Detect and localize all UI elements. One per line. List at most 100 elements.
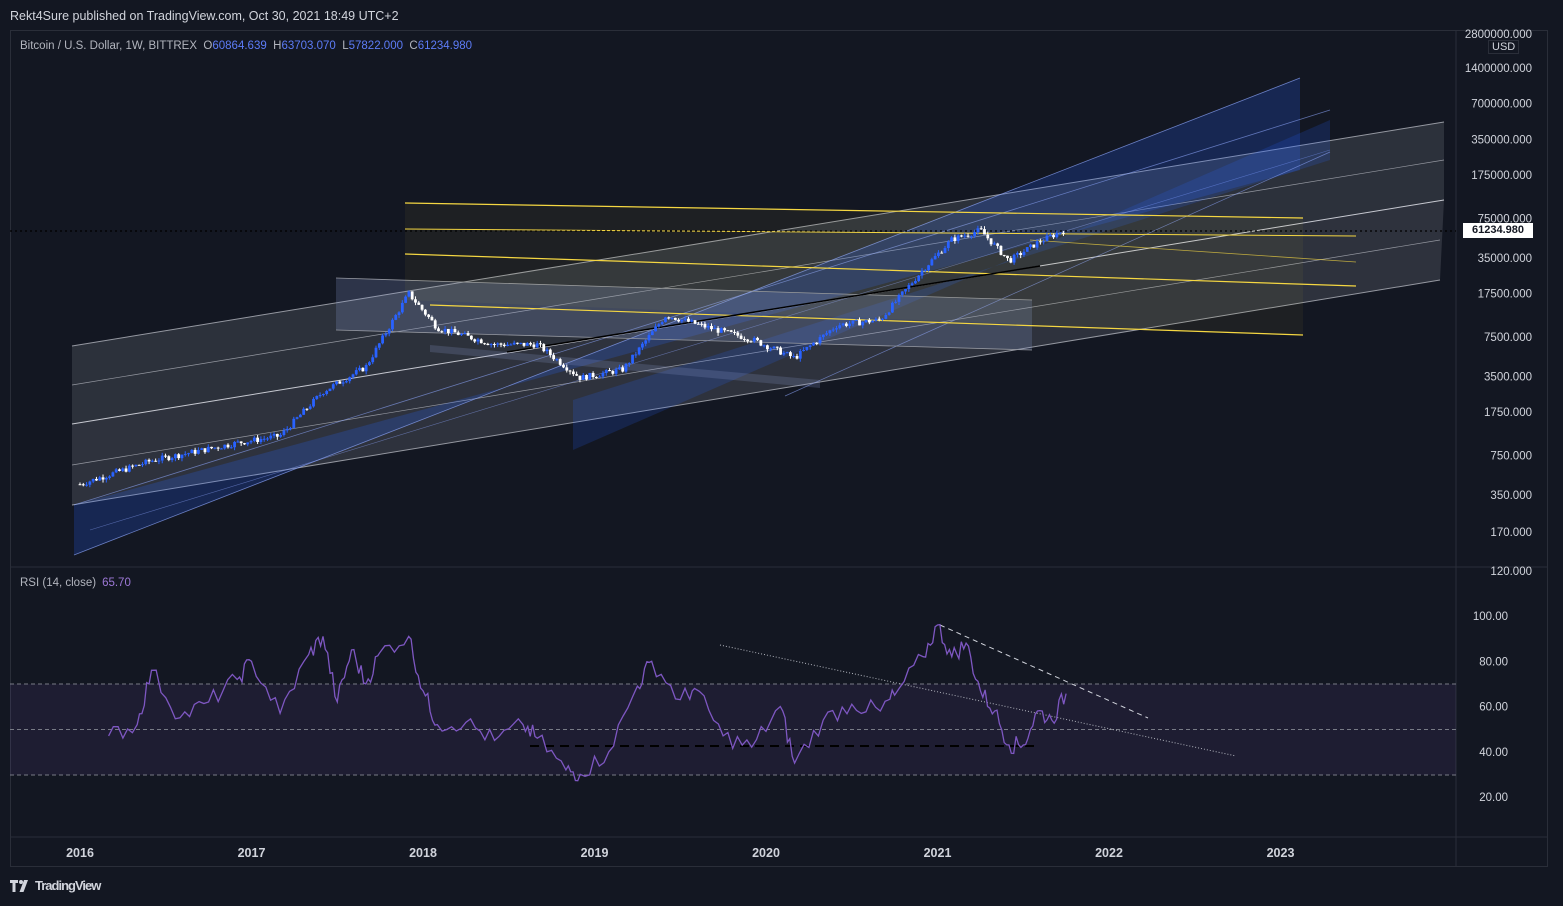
candle-body [1035,241,1039,248]
time-axis-label: 2023 [1267,846,1295,860]
candle-body [1022,251,1026,255]
yellow-channel-line [404,253,1357,287]
candle-body [354,370,358,375]
candle-body [594,377,598,379]
candle-body [423,309,427,315]
candle-body [858,319,861,326]
candle-body [812,343,815,346]
candle-body [835,328,838,330]
candle-body [325,391,329,395]
candle-body [529,343,532,345]
time-axis[interactable]: 2016 2017 2018 2019 2020 2021 2022 2023 [66,846,1294,860]
candle-body [960,235,963,237]
candle-body [345,381,348,383]
candle-body [683,318,687,320]
candle-body [282,430,286,435]
candle-body [654,326,657,332]
candle-body [644,340,648,344]
candle-body [729,330,733,332]
candle-body [973,232,977,237]
candle-body [940,252,944,254]
candle-body [904,289,907,292]
candle-body [604,370,608,373]
channel-drawings[interactable] [10,77,1456,776]
candle-body [499,343,503,345]
candle-body [710,326,713,330]
candle-body [894,301,898,303]
candle-body [772,346,776,349]
price-axis-label: 75000.000 [1478,214,1532,226]
candle-body [775,346,779,348]
candle-body [930,259,934,266]
candle-body [992,243,996,245]
candle-body [785,352,789,354]
candle-body [318,395,322,397]
candle-body [522,342,526,346]
candle-body [177,454,181,459]
candle-body [677,319,681,322]
candle-body [437,328,440,332]
candle-body [864,319,868,323]
candle-body [197,449,200,454]
candle-body [246,442,250,445]
currency-label[interactable]: USD [1488,40,1520,54]
price-axis[interactable]: 2800000.000 1400000.000 700000.000 350000.0… [1465,29,1532,578]
candle-body [338,381,342,384]
candle-body [486,343,490,345]
candle-body [98,477,102,481]
candle-body [404,296,408,303]
candle-body [798,350,802,359]
candle-body [348,377,352,382]
candle-body [542,344,546,352]
rsi-line [108,623,1067,782]
rsi-axis[interactable]: 100.00 80.00 60.00 40.00 20.00 [1473,611,1508,804]
candle-body [1029,244,1032,248]
candle-body [361,367,365,372]
candle-body [693,320,697,324]
candle-body [302,408,306,415]
candle-body [726,330,730,332]
candle-body [736,332,740,336]
symbol-legend[interactable]: Bitcoin / U.S. Dollar, 1W, BITTREX O6086… [20,40,472,52]
candle-body [848,323,852,326]
channel-line [71,239,1441,466]
candle-body [874,318,878,321]
rsi-axis-label: 20.00 [1479,792,1508,804]
candle-body [706,326,710,328]
candle-body [808,345,812,347]
candle-body [167,456,171,461]
support-trendline [506,265,1041,353]
candle-body [910,283,914,286]
candle-body [762,345,766,347]
candle-body [312,398,315,407]
candle-body [391,319,394,330]
candle-body [463,333,467,335]
candle-body [1058,232,1062,234]
candle-body [417,302,421,305]
price-axis-label: 1400000.000 [1465,63,1532,75]
candle-body [585,375,588,380]
candle-body [1042,241,1046,243]
price-axis-label: 120.000 [1490,566,1532,578]
candle-body [601,372,605,377]
footer[interactable]: TradingView [10,878,101,893]
candle-body [759,340,763,346]
candle-body [1009,258,1013,263]
candle-body [239,441,243,444]
candle-body [285,428,289,431]
pitchfork-line [784,151,1331,397]
candle-body [588,372,592,380]
rsi-legend[interactable]: RSI (14, close) 65.70 [20,577,131,589]
candle-body [976,228,980,233]
candle-body [269,435,273,439]
rsi-trendline-dotted [719,644,1237,757]
candle-body [792,355,796,357]
candle-body [608,370,611,372]
pitchfork-line [73,77,1301,556]
candle-body [328,388,332,392]
candle-body [443,328,447,332]
candle-body [887,312,891,315]
candle-body [358,367,361,371]
price-axis-label: 17500.000 [1478,289,1532,301]
